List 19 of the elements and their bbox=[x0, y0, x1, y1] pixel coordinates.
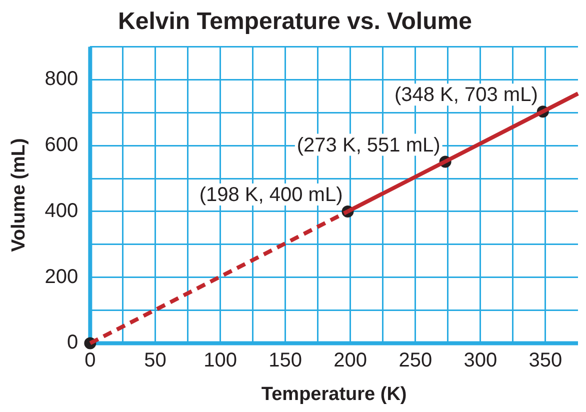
x-tick-label: 100 bbox=[204, 350, 237, 372]
y-tick-label: 600 bbox=[44, 134, 78, 156]
x-tick-label: 50 bbox=[144, 350, 166, 372]
annotation: (198 K, 400 mL) bbox=[199, 184, 343, 206]
x-axis-title: Temperature (K) bbox=[261, 384, 407, 405]
chart-title: Kelvin Temperature vs. Volume bbox=[118, 8, 472, 36]
x-tick-label: 200 bbox=[334, 350, 368, 372]
x-tick-label: 300 bbox=[464, 350, 498, 372]
y-tick-label: 400 bbox=[44, 200, 78, 222]
x-tick-label: 150 bbox=[268, 350, 302, 372]
annotation: (273 K, 551 mL) bbox=[296, 134, 440, 156]
x-tick-label: 250 bbox=[398, 350, 432, 372]
x-tick-label: 0 bbox=[84, 350, 96, 372]
y-tick-label: 800 bbox=[44, 68, 78, 90]
annotation: (348 K, 703 mL) bbox=[394, 84, 538, 106]
y-tick-label: 0 bbox=[67, 332, 78, 354]
x-tick-label: 350 bbox=[528, 350, 562, 372]
y-axis-title: Volume (mL) bbox=[8, 138, 30, 252]
y-tick-label: 200 bbox=[44, 266, 78, 288]
